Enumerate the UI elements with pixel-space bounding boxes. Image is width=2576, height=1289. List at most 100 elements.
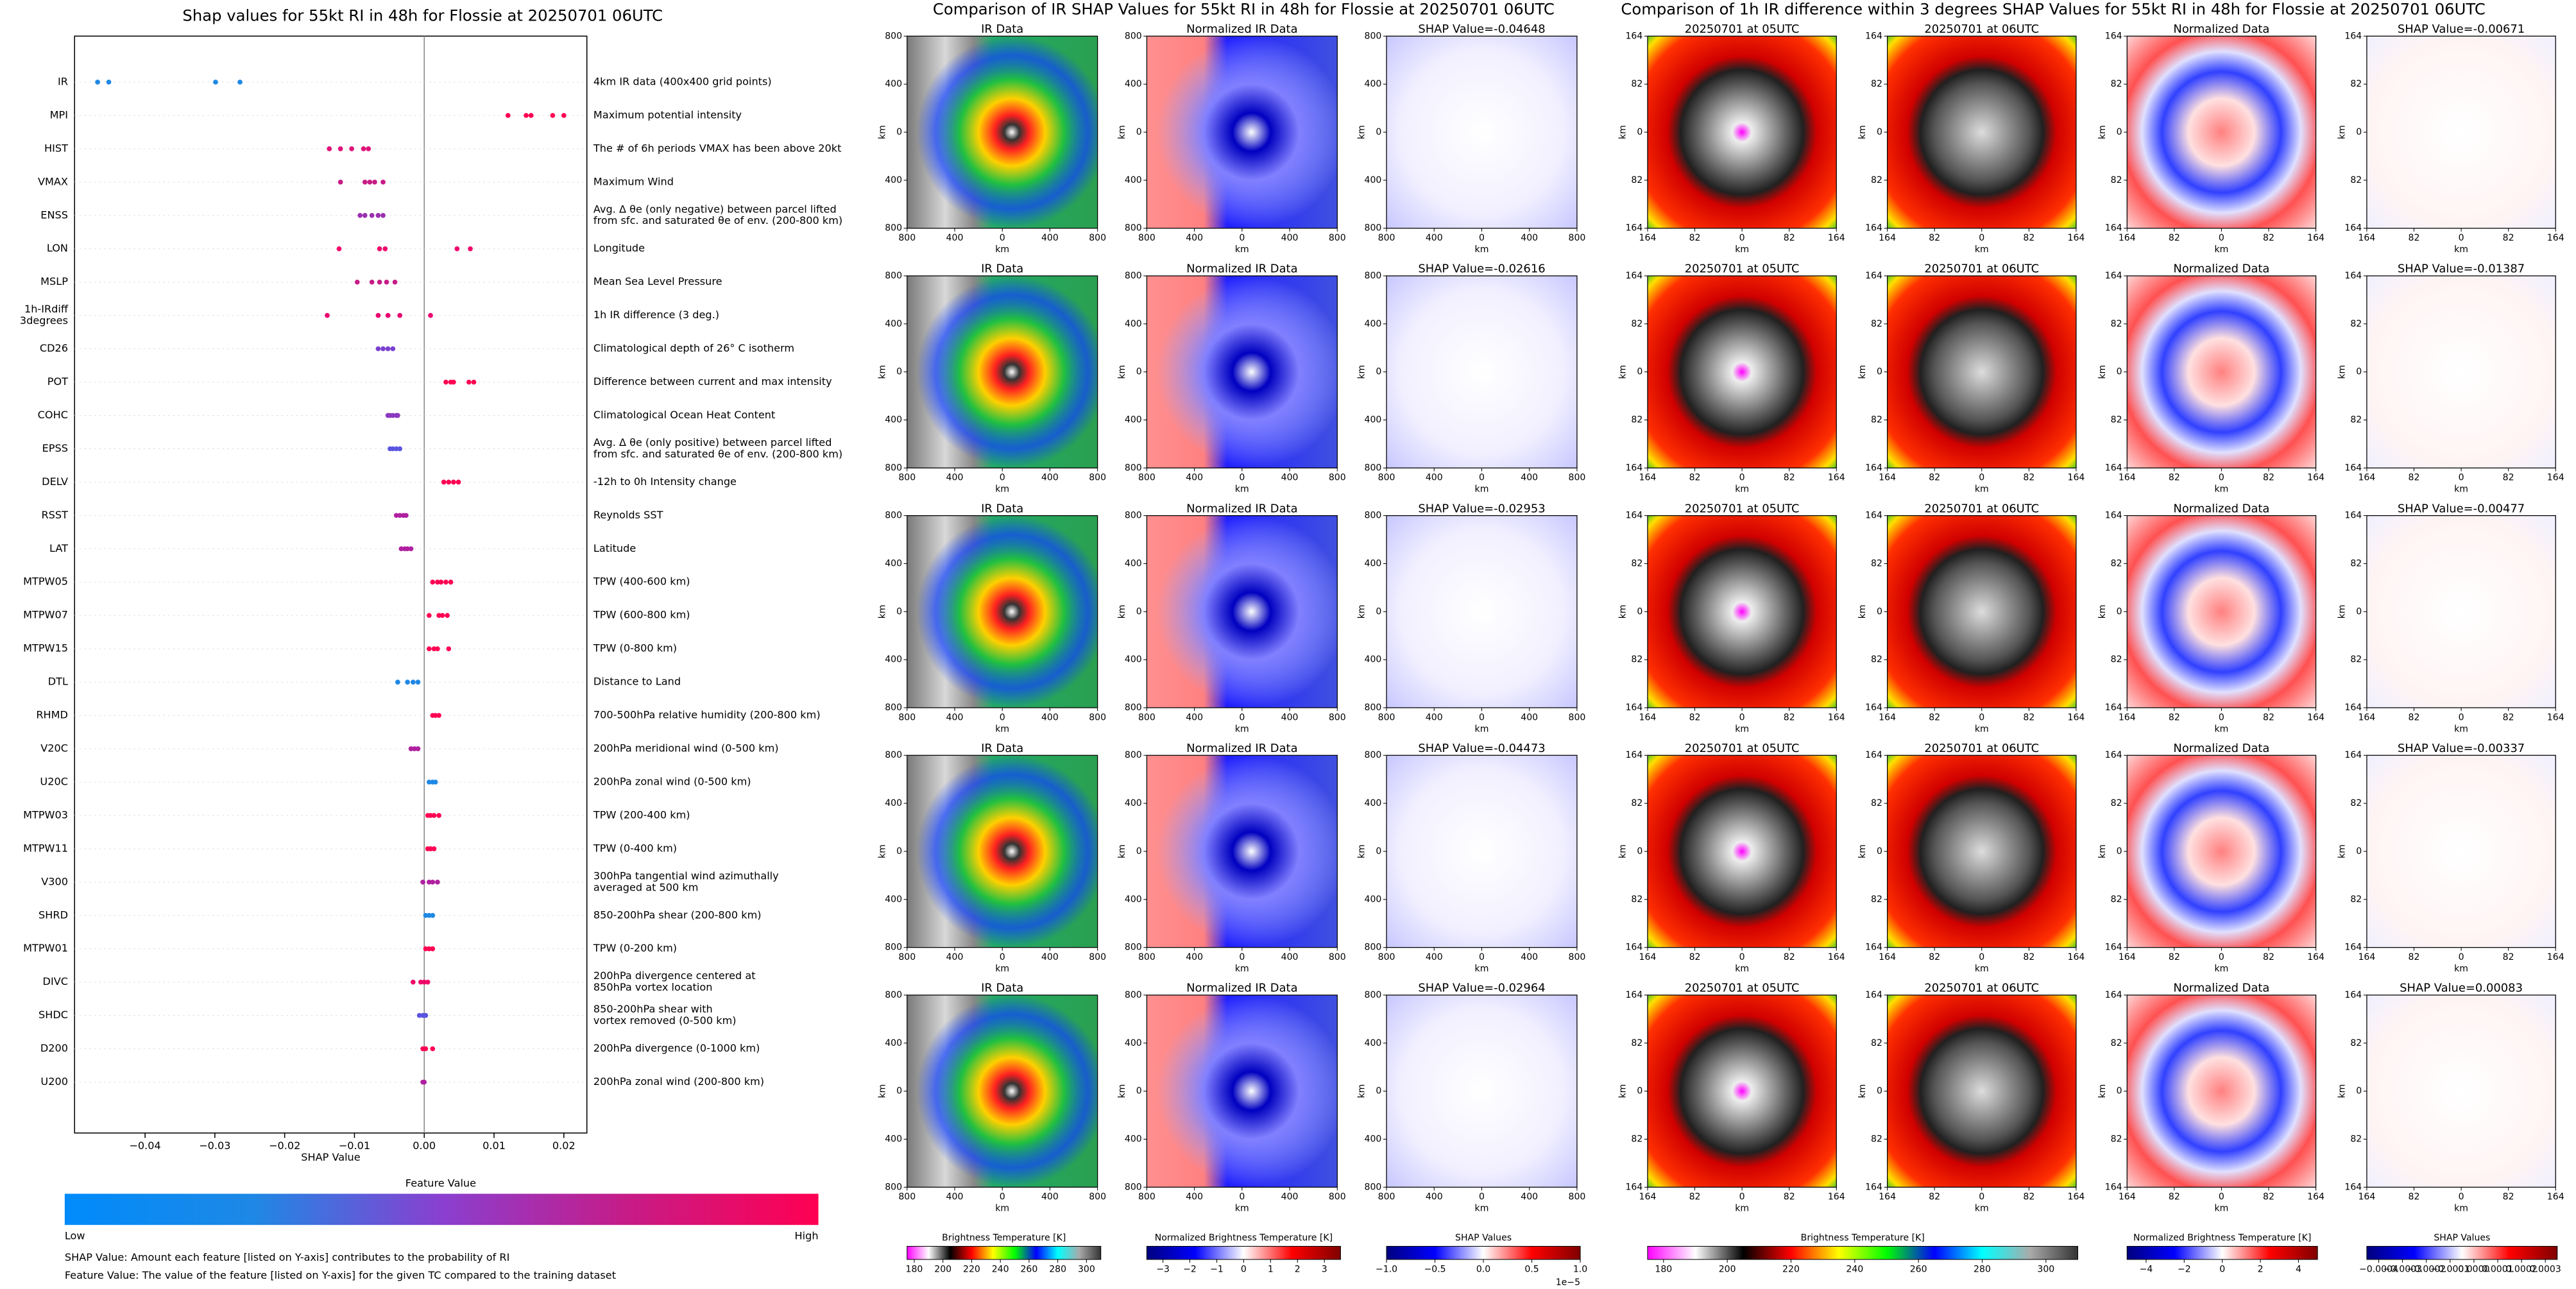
shap-point — [410, 979, 416, 985]
shap-point — [451, 479, 456, 485]
y-tick-label: 164 — [1625, 223, 1642, 234]
x-tick-label: 800 — [1569, 233, 1586, 243]
y-tick-label: 0 — [2356, 846, 2362, 857]
colorbar-label: SHAP Values — [1455, 1233, 1512, 1243]
y-tick-label: 0 — [1637, 1086, 1642, 1097]
y-tick-label: 82 — [2350, 1134, 2362, 1144]
y-tick-label: 400 — [1365, 894, 1382, 905]
x-tick-label: 0.02 — [552, 1140, 576, 1152]
y-tick-label: 0 — [1877, 367, 1882, 377]
y-axis-label: km — [2337, 604, 2348, 619]
x-tick-label: 164 — [2547, 952, 2564, 962]
y-tick-label: 800 — [1365, 223, 1382, 234]
y-tick-label: 164 — [1865, 271, 1882, 281]
y-axis-label: km — [2337, 365, 2348, 379]
y-tick-label: 800 — [885, 750, 902, 760]
shap-point — [385, 346, 391, 352]
y-axis-label: km — [1857, 365, 1868, 379]
panel-image — [2127, 275, 2316, 468]
x-axis-label: km — [2454, 484, 2468, 495]
colorbar-tick-label: −3 — [1156, 1264, 1170, 1274]
x-tick-label: 800 — [1138, 1192, 1156, 1202]
x-tick-label: 164 — [1639, 1192, 1657, 1202]
x-axis-label: km — [2215, 244, 2229, 255]
x-tick-label: 82 — [2409, 233, 2420, 243]
x-tick-label: 82 — [1689, 233, 1701, 243]
x-tick-label: 82 — [2409, 712, 2420, 722]
y-tick-label: 800 — [1365, 511, 1382, 521]
x-axis-label: km — [1475, 724, 1489, 734]
feature-name: 3degrees — [20, 314, 68, 327]
x-tick-label: 164 — [1879, 473, 1896, 483]
shap-point — [431, 646, 437, 651]
colorbar-label: SHAP Values — [2434, 1233, 2490, 1243]
x-tick-label: 800 — [1329, 233, 1346, 243]
colorbar-tick-label: 0 — [1241, 1264, 1247, 1274]
y-tick-label: 400 — [885, 894, 902, 905]
x-tick-label: 164 — [2307, 952, 2324, 962]
y-tick-label: 800 — [885, 990, 902, 1000]
shap-point — [337, 146, 343, 151]
x-tick-label: 400 — [1521, 952, 1538, 962]
y-tick-label: 400 — [885, 1038, 902, 1048]
y-tick-label: 82 — [2350, 79, 2362, 89]
shap-point — [384, 279, 389, 285]
feature-name: MTPW05 — [23, 576, 68, 588]
y-tick-label: 164 — [1625, 271, 1642, 281]
feature-description: Latitude — [593, 542, 636, 554]
panel-title: SHAP Value=-0.04473 — [1418, 742, 1545, 755]
colorbar-tick-label: 240 — [1846, 1264, 1863, 1274]
y-tick-label: 0 — [1376, 846, 1381, 857]
panel-image — [2366, 755, 2556, 948]
y-axis-label: km — [877, 365, 887, 379]
panel-image — [907, 275, 1098, 468]
colorbar-tick-label: 3 — [1322, 1264, 1327, 1274]
shap-point — [380, 346, 386, 352]
x-tick-label: 400 — [1426, 712, 1443, 722]
feature-description: from sfc. and saturated θe of env. (200-… — [593, 448, 842, 460]
y-tick-label: 82 — [1871, 798, 1882, 808]
feature-description: -12h to 0h Intensity change — [593, 475, 737, 488]
x-axis-label: km — [995, 964, 1009, 974]
shap-point — [432, 713, 438, 718]
y-tick-label: 0 — [1136, 606, 1142, 617]
feature-description: from sfc. and saturated θe of env. (200-… — [593, 214, 842, 226]
colorbar — [1386, 1245, 1581, 1260]
colorbar — [1647, 1245, 2079, 1260]
y-tick-label: 400 — [885, 558, 902, 568]
shap-point — [430, 912, 436, 918]
y-tick-label: 164 — [1625, 31, 1642, 41]
x-tick-label: 800 — [1138, 473, 1156, 483]
x-tick-label: 164 — [2068, 233, 2085, 243]
x-tick-label: 400 — [1186, 712, 1203, 722]
feature-name: LON — [47, 242, 68, 254]
y-tick-label: 164 — [1625, 943, 1642, 953]
x-tick-label: 82 — [1689, 1192, 1701, 1202]
panel-title: SHAP Value=-0.02964 — [1418, 982, 1545, 995]
shap-point — [393, 446, 399, 452]
feature-description: 200hPa meridional wind (0-500 km) — [593, 742, 779, 755]
x-axis-label: km — [1475, 244, 1489, 255]
colorbar-tick-label: 280 — [1049, 1264, 1066, 1274]
feature-colorbar — [64, 1193, 819, 1225]
x-tick-label: 0 — [1739, 1192, 1745, 1202]
panel-title: 20250701 at 06UTC — [1924, 262, 2039, 276]
x-tick-label: 800 — [1378, 1192, 1395, 1202]
x-tick-label: 400 — [1426, 1192, 1443, 1202]
y-tick-label: 164 — [2105, 463, 2122, 473]
x-tick-label: 400 — [1041, 1192, 1059, 1202]
y-axis-label: km — [2337, 844, 2348, 858]
colorbar-label: Normalized Brightness Temperature [K] — [2133, 1233, 2311, 1243]
feature-description: 850-200hPa shear with — [593, 1003, 713, 1015]
x-axis-label: km — [1235, 484, 1249, 495]
x-tick-label: 82 — [2169, 473, 2180, 483]
colorbar — [1146, 1245, 1341, 1260]
x-axis-label: km — [1735, 484, 1749, 495]
x-tick-label: 82 — [2023, 712, 2034, 722]
x-tick-label: −0.04 — [129, 1140, 160, 1152]
panel-image — [1887, 275, 2076, 468]
y-tick-label: 400 — [1365, 415, 1382, 425]
colorbar — [2126, 1245, 2318, 1260]
feature-description: The # of 6h periods VMAX has been above … — [593, 142, 842, 154]
y-axis-label: km — [1857, 604, 1868, 619]
